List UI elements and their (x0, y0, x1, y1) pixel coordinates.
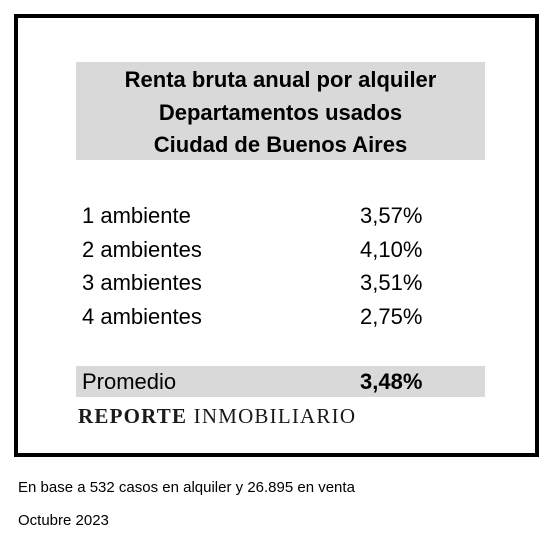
average-row: Promedio 3,48% (76, 366, 485, 397)
table-row: 3 ambientes 3,51% (82, 266, 442, 300)
row-label: 2 ambientes (82, 236, 202, 262)
title-line-1: Renta bruta anual por alquiler (124, 67, 437, 92)
brand-bold-part: REPORTE (78, 404, 188, 428)
row-value: 3,51% (360, 270, 423, 295)
row-label: 3 ambientes (82, 270, 202, 295)
date-note: Octubre 2023 (18, 512, 109, 529)
average-label: Promedio (82, 369, 177, 394)
report-frame: Renta bruta anual por alquiler Departame… (14, 14, 539, 457)
row-value: 3,57% (360, 203, 423, 228)
title-line-2: Departamentos usados (158, 99, 403, 125)
rent-table: 1 ambiente 3,57% 2 ambientes 4,10% 3 amb… (82, 199, 442, 333)
title-line-3: Ciudad de Buenos Aires (153, 132, 408, 157)
base-note: En base a 532 casos en alquiler y 26.895… (18, 479, 355, 496)
table-row: 1 ambiente 3,57% (82, 199, 442, 233)
brand-regular-part: INMOBILIARIO (193, 404, 357, 428)
brand-logo: REPORTE INMOBILIARIO (78, 404, 356, 429)
title-block: Renta bruta anual por alquiler Departame… (76, 62, 485, 160)
average-value: 3,48% (360, 369, 423, 394)
row-label: 1 ambiente (82, 203, 191, 228)
row-value: 2,75% (360, 303, 423, 329)
table-row: 4 ambientes 2,75% (82, 300, 442, 334)
table-row: 2 ambientes 4,10% (82, 233, 442, 267)
row-label: 4 ambientes (82, 303, 202, 329)
row-value: 4,10% (360, 236, 423, 262)
